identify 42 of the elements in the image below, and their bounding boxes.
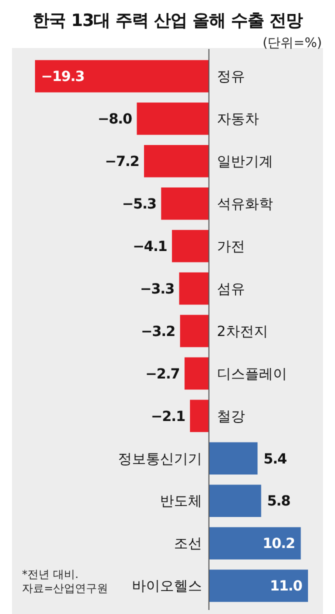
bar [179, 272, 209, 305]
bar [208, 527, 301, 560]
y-tick-label: 조선 [174, 536, 202, 552]
y-tick-label: 정유 [216, 69, 245, 86]
y-tick-label: 섬유 [216, 281, 245, 298]
y-tick-label: 철강 [216, 408, 245, 425]
data-label: 5.4 [264, 451, 288, 468]
data-label: −3.2 [140, 324, 176, 340]
data-label: −4.1 [132, 238, 167, 255]
y-tick-label: 디스플레이 [216, 366, 287, 382]
y-tick-label: 바이오헬스 [132, 578, 202, 595]
y-tick-label: 2차전지 [216, 324, 268, 340]
y-tick-label: 일반기계 [216, 154, 273, 170]
bar [208, 484, 262, 517]
bar [190, 400, 209, 432]
bar [144, 145, 209, 178]
data-label: −2.7 [145, 366, 180, 382]
data-label: −2.1 [150, 408, 185, 425]
bar [180, 314, 209, 348]
data-label: −3.3 [140, 281, 174, 298]
y-tick-label: 정보통신기기 [118, 451, 202, 468]
data-label: −7.2 [104, 154, 140, 170]
y-tick-label: 자동차 [216, 112, 259, 128]
y-tick-label: 반도체 [160, 494, 202, 510]
y-tick-label: 가전 [216, 238, 245, 255]
data-label: −5.3 [122, 196, 156, 213]
bar [172, 230, 209, 262]
bar [208, 442, 258, 475]
data-label: −19.3 [41, 69, 84, 86]
data-label: 11.0 [270, 578, 303, 595]
chart-subtitle: (단위=%) [262, 36, 322, 51]
bar [35, 60, 209, 92]
bar [208, 570, 308, 602]
data-label: 10.2 [262, 536, 295, 552]
bar [184, 357, 209, 390]
data-label: −8.0 [98, 112, 133, 128]
bar [161, 187, 209, 220]
data-label: 5.8 [267, 494, 290, 510]
annotation: *전년 대비. 자료=산업연구원 [22, 568, 108, 595]
chart-title: 한국 13대 주력 산업 올해 수출 전망 [32, 11, 303, 31]
bar [136, 102, 209, 135]
y-tick-label: 석유화학 [216, 196, 273, 213]
